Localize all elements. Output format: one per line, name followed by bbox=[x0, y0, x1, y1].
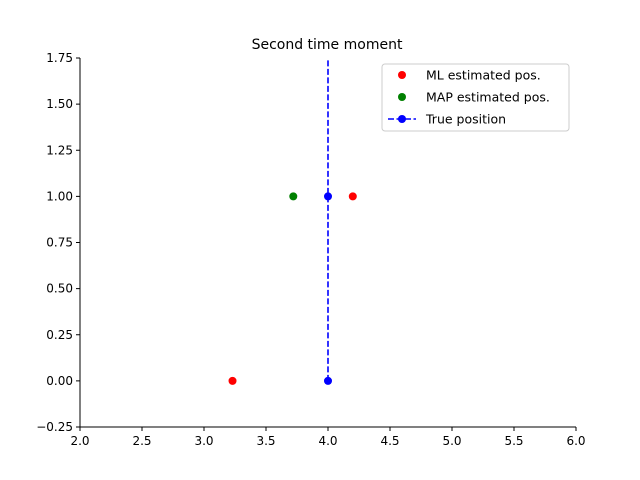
y-tick-label: 0.00 bbox=[46, 374, 73, 388]
x-tick-label: 3.0 bbox=[194, 434, 213, 448]
y-tick-label: 1.75 bbox=[46, 51, 73, 65]
legend-marker-2 bbox=[398, 115, 406, 123]
series-0-point-0 bbox=[228, 376, 237, 385]
series-2-point-1 bbox=[324, 192, 332, 201]
legend-marker-0 bbox=[398, 71, 406, 79]
legend: ML estimated pos. MAP estimated pos. True … bbox=[381, 63, 570, 132]
y-tick-label: 0.50 bbox=[46, 282, 73, 296]
x-tick-label: 3.5 bbox=[256, 434, 275, 448]
y-tick-label: 1.50 bbox=[46, 97, 73, 111]
y-tick-label: 1.00 bbox=[46, 189, 73, 203]
x-tick-label: 2.0 bbox=[70, 434, 89, 448]
legend-marker-1 bbox=[398, 93, 406, 101]
y-tick-label: 0.75 bbox=[46, 236, 73, 250]
legend-label-2: True position bbox=[425, 112, 506, 127]
legend-box bbox=[381, 63, 570, 132]
x-tick-label: 5.5 bbox=[504, 434, 523, 448]
x-tick-label: 6.0 bbox=[566, 434, 585, 448]
y-tick-label: 0.25 bbox=[46, 328, 73, 342]
x-tick-label: 4.5 bbox=[380, 434, 399, 448]
x-tick-label: 2.5 bbox=[132, 434, 151, 448]
series-0-point-1 bbox=[348, 192, 357, 201]
x-tick-label: 5.0 bbox=[442, 434, 461, 448]
legend-label-1: MAP estimated pos. bbox=[426, 90, 550, 105]
y-tick-label: 1.25 bbox=[46, 143, 73, 157]
series-1-point-0 bbox=[289, 192, 298, 201]
plot-marks bbox=[228, 58, 357, 385]
series-2-point-0 bbox=[324, 376, 332, 385]
legend-label-0: ML estimated pos. bbox=[426, 68, 541, 83]
chart-title: Second time moment bbox=[252, 37, 403, 53]
y-tick-label: −0.25 bbox=[36, 420, 73, 434]
axes: 2.0 2.5 3.0 3.5 4.0 4.5 5.0 5.5 6.0 −0.25 0.00 0.25… bbox=[36, 51, 585, 448]
x-tick-label: 4.0 bbox=[318, 434, 337, 448]
